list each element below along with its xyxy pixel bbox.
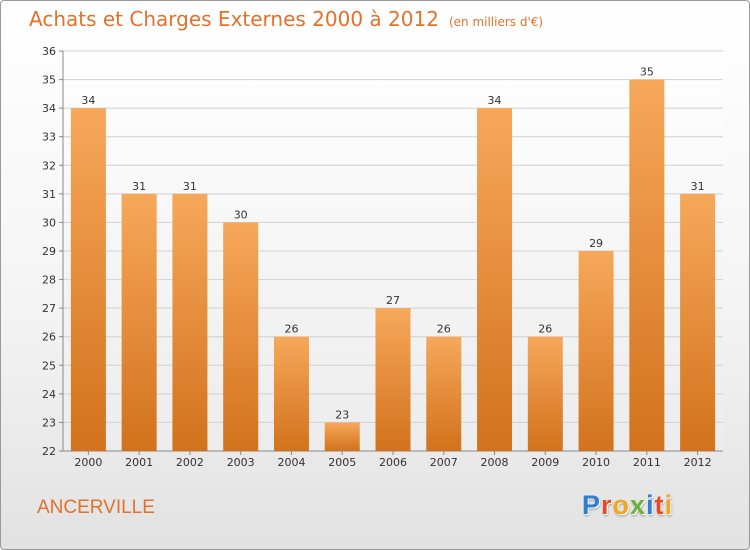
x-tick-label: 2009	[531, 456, 559, 469]
bar	[273, 336, 309, 451]
bar	[172, 193, 208, 451]
x-tick-label: 2000	[74, 456, 102, 469]
bar	[375, 308, 411, 451]
logo-letter: x	[630, 490, 647, 520]
x-tick-label: 2004	[277, 456, 305, 469]
y-tick-label: 30	[42, 216, 56, 229]
x-tick-label: 2010	[582, 456, 610, 469]
y-tick-label: 27	[42, 302, 56, 315]
title-unit: (en milliers d'€)	[448, 15, 544, 29]
y-tick-label: 32	[42, 159, 56, 172]
x-tick-label: 2008	[481, 456, 509, 469]
bar	[680, 193, 716, 451]
x-tick-label: 2007	[430, 456, 458, 469]
x-tick-label: 2011	[633, 456, 661, 469]
data-label: 31	[132, 180, 146, 193]
x-tick-label: 2006	[379, 456, 407, 469]
data-label: 34	[488, 94, 502, 107]
y-tick-label: 33	[42, 131, 56, 144]
data-label: 26	[437, 323, 451, 336]
logo-letter: r	[601, 490, 613, 520]
logo-letter: o	[612, 490, 631, 520]
logo-letter: i	[664, 490, 674, 520]
y-tick-label: 35	[42, 74, 56, 87]
data-label: 26	[284, 323, 298, 336]
location-name: ANCERVILLE	[37, 497, 155, 518]
chart-title: Achats et Charges Externes 2000 à 2012 (e…	[29, 7, 543, 31]
y-tick-label: 24	[42, 388, 56, 401]
y-tick-label: 25	[42, 359, 56, 372]
y-tick-label: 36	[42, 45, 56, 58]
y-tick-label: 28	[42, 274, 56, 287]
bar	[324, 422, 360, 451]
y-tick-label: 22	[42, 445, 56, 458]
x-tick-label: 2005	[328, 456, 356, 469]
bar	[70, 108, 106, 452]
logo-letter: P	[582, 490, 602, 520]
y-tick-label: 26	[42, 331, 56, 344]
data-label: 34	[81, 94, 95, 107]
title-text: Achats et Charges Externes 2000 à 2012	[29, 7, 439, 31]
bar	[527, 336, 563, 451]
data-label: 26	[538, 323, 552, 336]
bar	[426, 336, 462, 451]
y-tick-label: 29	[42, 245, 56, 258]
proxiti-logo[interactable]: Proxiti	[582, 490, 673, 521]
data-label: 23	[335, 408, 349, 421]
data-label: 31	[691, 180, 705, 193]
bar	[578, 251, 614, 451]
y-tick-label: 23	[42, 416, 56, 429]
x-tick-label: 2012	[684, 456, 712, 469]
x-tick-label: 2003	[227, 456, 255, 469]
data-label: 27	[386, 294, 400, 307]
y-tick-label: 31	[42, 188, 56, 201]
x-tick-label: 2001	[125, 456, 153, 469]
data-label: 29	[589, 237, 603, 250]
logo-letter: t	[654, 490, 665, 520]
bar	[121, 193, 157, 451]
x-tick-label: 2002	[176, 456, 204, 469]
bar	[223, 222, 259, 451]
y-tick-label: 34	[42, 102, 56, 115]
bar	[629, 79, 665, 452]
data-label: 31	[183, 180, 197, 193]
data-label: 35	[640, 66, 654, 79]
data-label: 30	[234, 208, 248, 221]
logo-letter: i	[646, 490, 655, 520]
bar	[477, 108, 513, 452]
